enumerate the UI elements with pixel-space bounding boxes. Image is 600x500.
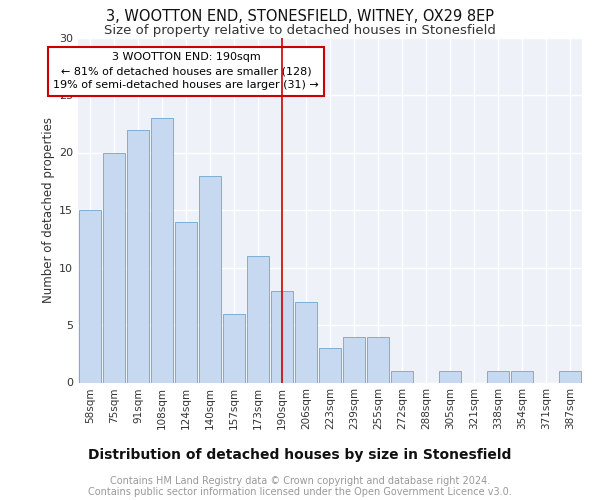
- Bar: [343, 336, 365, 382]
- Bar: [439, 371, 461, 382]
- Bar: [487, 371, 509, 382]
- Bar: [199, 176, 221, 382]
- Bar: [247, 256, 269, 382]
- Bar: [367, 336, 389, 382]
- Text: 3 WOOTTON END: 190sqm
← 81% of detached houses are smaller (128)
19% of semi-det: 3 WOOTTON END: 190sqm ← 81% of detached …: [53, 52, 319, 90]
- Bar: [175, 222, 197, 382]
- Bar: [271, 290, 293, 382]
- Bar: [127, 130, 149, 382]
- Bar: [151, 118, 173, 382]
- Text: Contains HM Land Registry data © Crown copyright and database right 2024.: Contains HM Land Registry data © Crown c…: [110, 476, 490, 486]
- Bar: [295, 302, 317, 382]
- Bar: [79, 210, 101, 382]
- Text: Size of property relative to detached houses in Stonesfield: Size of property relative to detached ho…: [104, 24, 496, 37]
- Bar: [511, 371, 533, 382]
- Bar: [391, 371, 413, 382]
- Bar: [559, 371, 581, 382]
- Bar: [103, 152, 125, 382]
- Text: Contains public sector information licensed under the Open Government Licence v3: Contains public sector information licen…: [88, 487, 512, 497]
- Y-axis label: Number of detached properties: Number of detached properties: [42, 117, 55, 303]
- Text: 3, WOOTTON END, STONESFIELD, WITNEY, OX29 8EP: 3, WOOTTON END, STONESFIELD, WITNEY, OX2…: [106, 9, 494, 24]
- Bar: [319, 348, 341, 382]
- Text: Distribution of detached houses by size in Stonesfield: Distribution of detached houses by size …: [88, 448, 512, 462]
- Bar: [223, 314, 245, 382]
